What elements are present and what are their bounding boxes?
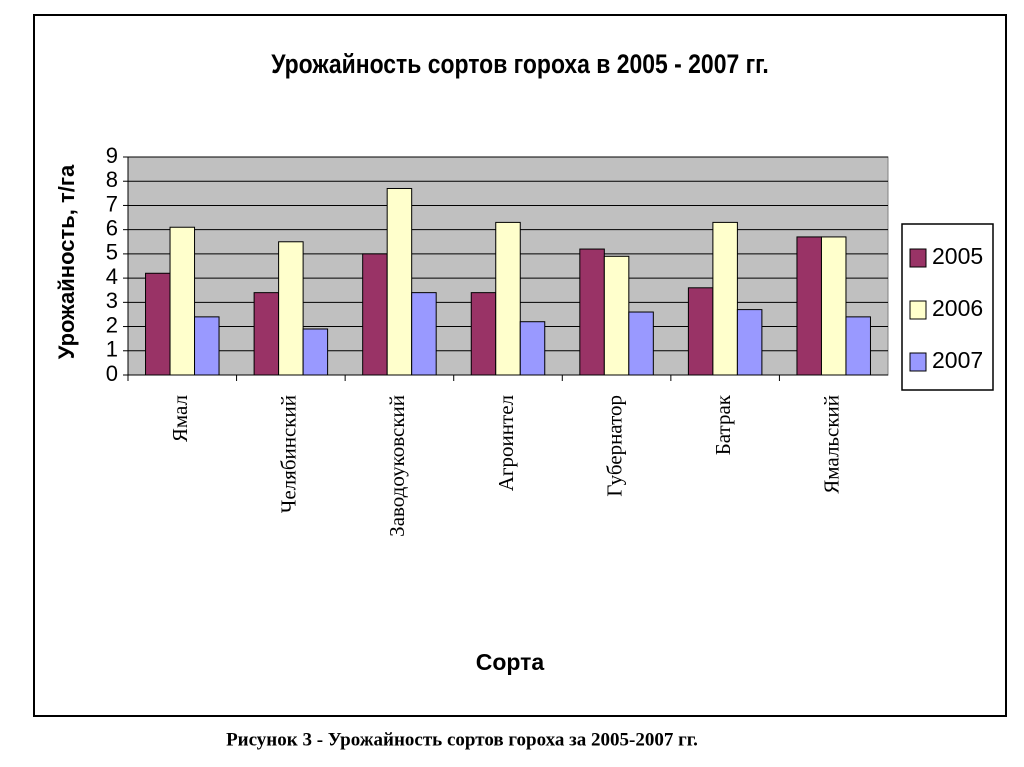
legend-label: 2006: [932, 295, 983, 321]
y-tick-label: 7: [106, 191, 118, 216]
legend-label: 2005: [932, 243, 983, 269]
y-tick-label: 8: [106, 167, 118, 192]
legend-label: 2007: [932, 347, 983, 373]
bar: [362, 253, 388, 376]
bar: [628, 311, 654, 376]
bar: [495, 221, 521, 376]
y-tick-label: 1: [106, 337, 118, 362]
y-axis-title: Урожайность, т/га: [54, 164, 79, 359]
y-tick-label: 2: [106, 312, 118, 337]
bar: [386, 187, 413, 376]
bar: [519, 321, 546, 376]
bar: [278, 241, 304, 376]
legend-swatch: [909, 300, 927, 320]
x-tick-label: Агроинтел: [494, 395, 518, 491]
legend-swatch: [909, 352, 927, 372]
bar: [253, 292, 280, 376]
bar: [194, 316, 220, 376]
bar: [411, 292, 437, 376]
bar: [736, 309, 763, 376]
bar: [470, 292, 497, 376]
caption: Рисунок 3 - Урожайность сортов гороха за…: [226, 729, 698, 750]
y-tick-label: 6: [106, 215, 118, 240]
bar: [145, 272, 171, 376]
y-tick-label: 9: [106, 143, 118, 168]
bar: [302, 328, 329, 376]
y-tick-label: 4: [106, 264, 118, 289]
x-tick-label: Батрак: [711, 394, 735, 455]
y-tick-label: 3: [106, 288, 118, 313]
y-tick-label: 5: [106, 240, 118, 265]
bar: [169, 226, 196, 376]
legend-swatch: [909, 248, 927, 268]
bar: [603, 255, 630, 376]
bar: [687, 287, 714, 376]
x-tick-label: Челябинский: [277, 395, 301, 513]
bar: [796, 236, 822, 376]
y-tick-label: 0: [106, 361, 118, 386]
bar: [845, 316, 871, 376]
chart-title: Урожайность сортов гороха в 2005 - 2007 …: [271, 49, 769, 79]
x-tick-label: Заводоуковский: [385, 395, 409, 537]
x-tick-label: Губернатор: [602, 395, 626, 497]
bar: [579, 248, 605, 376]
x-tick-label: Ямальский: [820, 395, 844, 494]
bar: [820, 236, 847, 376]
bar: [712, 221, 738, 376]
x-tick-label: Ямал: [168, 395, 192, 442]
x-axis-title: Сорта: [476, 649, 545, 675]
